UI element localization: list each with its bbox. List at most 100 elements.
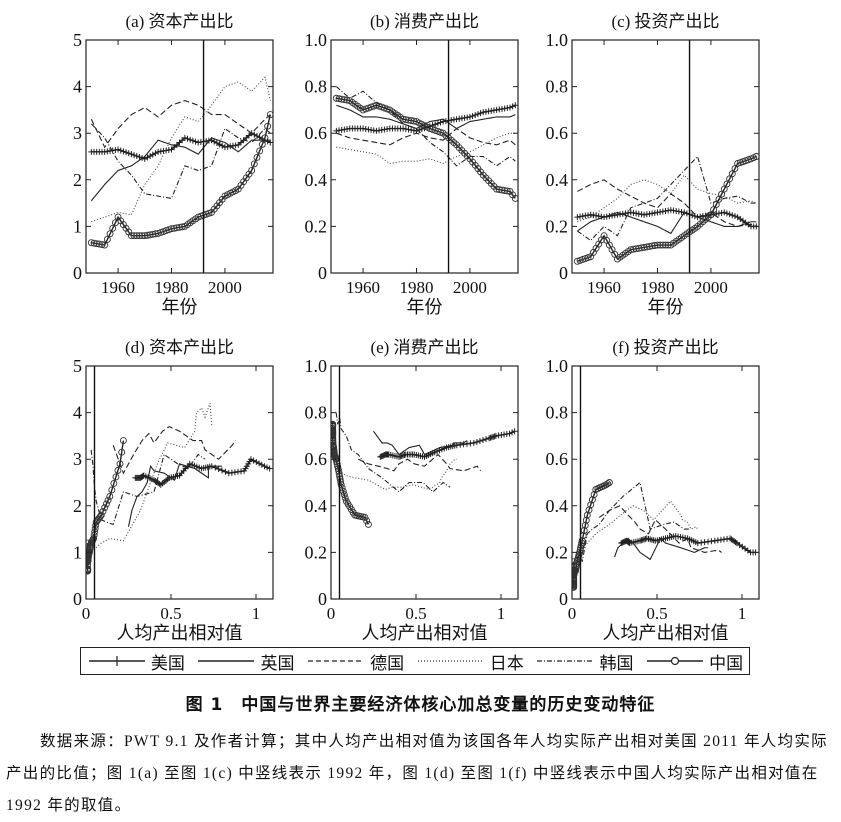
plot-frame bbox=[571, 365, 760, 600]
y-tick-label: 0.2 bbox=[305, 216, 328, 236]
series-marker-circle-中国 bbox=[604, 480, 612, 488]
y-tick-label: 0.2 bbox=[546, 542, 569, 562]
series-marker-circle-中国 bbox=[340, 96, 348, 104]
series-marker-circle-中国 bbox=[498, 186, 506, 194]
series-marker-circle-中国 bbox=[95, 240, 103, 248]
y-tick-label: 0.8 bbox=[305, 403, 328, 423]
series-marker-plus-美国 bbox=[726, 211, 733, 218]
y-tick-label: 2 bbox=[73, 170, 82, 190]
series-marker-circle-中国 bbox=[581, 521, 589, 529]
series-marker-circle-中国 bbox=[659, 241, 667, 249]
series-marker-plus-美国 bbox=[152, 150, 159, 157]
series-marker-plus-美国 bbox=[721, 209, 728, 216]
y-tick-label: 0.6 bbox=[305, 449, 328, 469]
panel-title: (e) 消费产出比 bbox=[370, 338, 478, 357]
series-marker-plus-美国 bbox=[181, 134, 188, 141]
y-tick-label: 0 bbox=[73, 263, 82, 283]
series-marker-circle-中国 bbox=[363, 517, 371, 525]
series-group bbox=[86, 403, 273, 575]
series-marker-circle-中国 bbox=[266, 111, 273, 119]
legend: 美国 英国 德国 日本 韩国 中国 bbox=[80, 647, 750, 675]
series-line-中国 bbox=[91, 114, 272, 246]
y-tick-label: 5 bbox=[73, 30, 82, 50]
y-tick-label: 1.0 bbox=[546, 356, 569, 376]
series-line-日本 bbox=[336, 132, 516, 165]
series-marker-plus-美国 bbox=[215, 465, 222, 472]
x-tick-label: 1980 bbox=[399, 278, 433, 297]
series-marker-circle-中国 bbox=[258, 140, 266, 148]
legend-line-plus-icon bbox=[88, 656, 145, 666]
series-marker-circle-中国 bbox=[662, 241, 669, 249]
y-tick-label: 0.4 bbox=[546, 170, 569, 190]
series-marker-plus-美国 bbox=[222, 468, 229, 475]
series-marker-plus-美国 bbox=[470, 439, 477, 446]
series-group bbox=[87, 76, 273, 249]
series-marker-circle-中国 bbox=[93, 240, 101, 248]
x-tick-label: 0 bbox=[82, 604, 91, 623]
series-marker-circle-中国 bbox=[103, 235, 111, 243]
series-marker-plus-美国 bbox=[506, 104, 513, 111]
series-marker-circle-中国 bbox=[337, 481, 345, 489]
series-marker-circle-中国 bbox=[135, 232, 143, 240]
series-marker-circle-中国 bbox=[752, 153, 759, 160]
x-tick-label: 0.5 bbox=[160, 604, 181, 623]
series-marker-plus-美国 bbox=[219, 142, 226, 149]
series-marker-plus-美国 bbox=[479, 437, 486, 444]
y-tick-label: 1 bbox=[73, 216, 82, 236]
series-marker-circle-中国 bbox=[108, 486, 116, 494]
series-marker-plus-美国 bbox=[261, 463, 268, 470]
series-marker-circle-中国 bbox=[503, 187, 511, 195]
series-marker-circle-中国 bbox=[97, 511, 105, 519]
series-marker-circle-中国 bbox=[638, 244, 645, 252]
series-marker-plus-美国 bbox=[131, 152, 138, 159]
legend-item-us: 美国 bbox=[87, 649, 185, 674]
series-marker-circle-中国 bbox=[102, 500, 110, 508]
series-line-韩国 bbox=[90, 449, 206, 526]
series-marker-circle-中国 bbox=[364, 520, 372, 528]
series-marker-circle-中国 bbox=[110, 479, 118, 487]
y-tick-label: 0 bbox=[559, 589, 568, 609]
series-marker-circle-中国 bbox=[143, 231, 151, 239]
series-marker-plus-美国 bbox=[219, 467, 225, 474]
series-marker-plus-美国 bbox=[250, 457, 257, 464]
series-group bbox=[332, 86, 518, 202]
series-marker-circle-中国 bbox=[407, 117, 415, 125]
y-tick-label: 1.0 bbox=[305, 356, 328, 376]
series-marker-circle-中国 bbox=[632, 245, 640, 253]
series-line-日本 bbox=[340, 458, 457, 491]
series-line-德国 bbox=[336, 127, 516, 146]
x-axis-label: 人均产出相对值 bbox=[362, 623, 488, 643]
series-marker-circle-中国 bbox=[264, 122, 272, 130]
panel-title: (d) 资本产出比 bbox=[125, 338, 234, 357]
series-marker-circle-中国 bbox=[99, 507, 107, 515]
series-marker-plus-美国 bbox=[256, 460, 263, 467]
plot-frame bbox=[571, 39, 760, 274]
series-marker-circle-中国 bbox=[402, 116, 410, 124]
y-tick-label: 0 bbox=[318, 263, 327, 283]
series-marker-plus-美国 bbox=[253, 132, 260, 139]
panel-title: (a) 资本产出比 bbox=[125, 12, 233, 31]
series-marker-circle-中国 bbox=[580, 527, 588, 534]
series-marker-plus-美国 bbox=[474, 111, 481, 118]
series-marker-circle-中国 bbox=[127, 232, 135, 240]
series-marker-plus-美国 bbox=[469, 112, 476, 119]
y-tick-label: 0.2 bbox=[546, 216, 569, 236]
y-tick-label: 4 bbox=[73, 77, 82, 97]
y-tick-label: 0.8 bbox=[305, 77, 328, 97]
series-line-英国 bbox=[127, 463, 222, 527]
x-axis-label: 人均产出相对值 bbox=[117, 623, 243, 643]
series-marker-plus-美国 bbox=[432, 121, 439, 128]
panel-d: (d) 资本产出比 0 1 2 3 4 5 0 0.5 1 人均产出相对值 bbox=[73, 338, 274, 643]
x-tick-label: 1960 bbox=[587, 278, 621, 297]
series-marker-plus-美国 bbox=[729, 212, 736, 219]
series-marker-plus-美国 bbox=[189, 137, 196, 144]
y-tick-label: 0.8 bbox=[546, 77, 569, 97]
x-tick-label: 0 bbox=[327, 604, 336, 623]
series-line-韩国 bbox=[90, 123, 271, 200]
series-marker-circle-中国 bbox=[101, 504, 109, 512]
panel-e: (e) 消费产出比 0 0.2 0.4 0.6 0.8 1.0 0 0.5 1 人均产出相对值 bbox=[305, 338, 519, 643]
series-marker-circle-中国 bbox=[339, 487, 347, 495]
series-marker-circle-中国 bbox=[643, 243, 651, 251]
series-marker-circle-中国 bbox=[248, 167, 256, 174]
series-marker-circle-中国 bbox=[90, 534, 98, 542]
